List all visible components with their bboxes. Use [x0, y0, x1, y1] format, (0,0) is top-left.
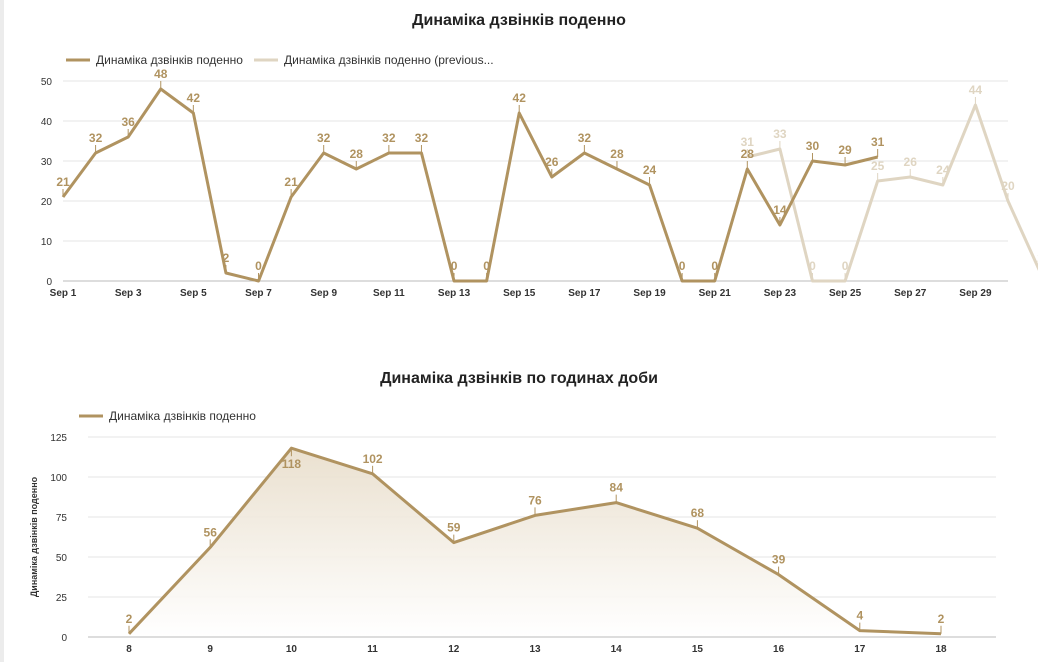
- data-label: 28: [350, 147, 364, 161]
- data-label: 0: [711, 259, 718, 273]
- y-tick-label: 0: [46, 277, 52, 288]
- x-tick-label: 9: [207, 644, 213, 655]
- data-label: 30: [806, 139, 820, 153]
- x-tick-label: 17: [854, 644, 866, 655]
- y-tick-label: 40: [41, 117, 53, 128]
- data-label: 36: [121, 115, 135, 129]
- data-label: 44: [969, 83, 983, 97]
- y-tick-label: 25: [56, 593, 68, 604]
- data-label: 33: [773, 127, 787, 141]
- data-label: 84: [610, 481, 624, 495]
- data-label: 102: [363, 452, 383, 466]
- x-tick-label: Sep 15: [503, 288, 536, 299]
- x-tick-label: Sep 9: [310, 288, 337, 299]
- data-label: 0: [679, 259, 686, 273]
- data-label: 14: [773, 203, 787, 217]
- series-area: [129, 448, 941, 637]
- x-tick-label: Sep 25: [829, 288, 862, 299]
- data-label: 2: [938, 612, 945, 626]
- data-label: 32: [317, 131, 331, 145]
- data-label: 25: [871, 159, 885, 173]
- data-label: 68: [691, 506, 705, 520]
- x-tick-label: Sep 19: [633, 288, 666, 299]
- x-tick-label: Sep 3: [115, 288, 142, 299]
- x-tick-label: 16: [773, 644, 785, 655]
- x-tick-label: 15: [692, 644, 704, 655]
- data-label: 2: [223, 251, 230, 265]
- data-label: 76: [528, 493, 542, 507]
- data-label: 24: [643, 163, 657, 177]
- y-axis-title: Динаміка дзвінків поденно: [29, 476, 39, 597]
- y-tick-label: 50: [56, 553, 68, 564]
- data-label: 4: [856, 609, 863, 623]
- legend-label: Динаміка дзвінків поденно: [96, 53, 243, 67]
- daily-calls-chart: Динаміка дзвінків поденно Динаміка дзвінк…: [41, 53, 1038, 299]
- data-label: 118: [282, 457, 302, 471]
- data-label: 0: [842, 259, 849, 273]
- x-tick-label: Sep 13: [438, 288, 471, 299]
- x-tick-label: 8: [126, 644, 132, 655]
- data-label: 21: [284, 175, 298, 189]
- x-tick-label: Sep 23: [764, 288, 797, 299]
- data-label: 26: [545, 155, 559, 169]
- x-tick-label: 12: [448, 644, 460, 655]
- x-tick-label: Sep 5: [180, 288, 207, 299]
- data-label: 0: [809, 259, 816, 273]
- y-tick-label: 20: [41, 197, 53, 208]
- data-label: 32: [578, 131, 592, 145]
- y-tick-label: 50: [41, 77, 53, 88]
- data-label: 42: [187, 91, 201, 105]
- x-tick-label: Sep 27: [894, 288, 927, 299]
- data-label: 32: [382, 131, 396, 145]
- x-tick-label: 11: [367, 644, 378, 655]
- legend-label: Динаміка дзвінків поденно: [109, 409, 256, 423]
- x-tick-label: Sep 29: [959, 288, 992, 299]
- y-tick-label: 30: [41, 157, 53, 168]
- series-line: [61, 87, 879, 283]
- data-label: 42: [513, 91, 527, 105]
- y-tick-label: 10: [41, 237, 53, 248]
- x-tick-label: Sep 21: [699, 288, 732, 299]
- y-tick-label: 0: [61, 633, 67, 644]
- data-label: 28: [610, 147, 624, 161]
- x-tick-label: 10: [286, 644, 298, 655]
- chart2-title: Динаміка дзвінків по годинах доби: [380, 370, 658, 387]
- x-tick-label: 14: [611, 644, 623, 655]
- chart1-title: Динаміка дзвінків поденно: [412, 12, 626, 29]
- data-label: 24: [936, 163, 950, 177]
- x-tick-label: Sep 7: [245, 288, 272, 299]
- series-line: [746, 103, 1038, 283]
- data-label: 48: [154, 67, 168, 81]
- y-tick-label: 75: [56, 513, 68, 524]
- data-label: 39: [772, 553, 786, 567]
- y-tick-label: 100: [50, 473, 67, 484]
- data-label: 31: [741, 135, 755, 149]
- legend-label: Динаміка дзвінків поденно (previous...: [284, 53, 494, 67]
- x-tick-label: Sep 17: [568, 288, 601, 299]
- data-label: 26: [904, 155, 918, 169]
- x-tick-label: 13: [529, 644, 541, 655]
- left-edge-divider: [0, 0, 4, 662]
- data-label: 0: [483, 259, 490, 273]
- x-tick-label: Sep 1: [50, 288, 77, 299]
- x-tick-label: 18: [935, 644, 947, 655]
- data-label: 32: [415, 131, 429, 145]
- data-label: 56: [204, 525, 218, 539]
- data-label: 21: [56, 175, 70, 189]
- x-tick-label: Sep 11: [373, 288, 405, 299]
- data-label: 31: [871, 135, 885, 149]
- data-label: 0: [451, 259, 458, 273]
- data-label: 28: [741, 147, 755, 161]
- y-tick-label: 125: [50, 433, 67, 444]
- data-label: 59: [447, 521, 461, 535]
- data-label: 32: [89, 131, 103, 145]
- data-label: 29: [838, 143, 852, 157]
- data-label: 20: [1001, 179, 1015, 193]
- data-label: 2: [126, 612, 133, 626]
- data-label: 0: [255, 259, 262, 273]
